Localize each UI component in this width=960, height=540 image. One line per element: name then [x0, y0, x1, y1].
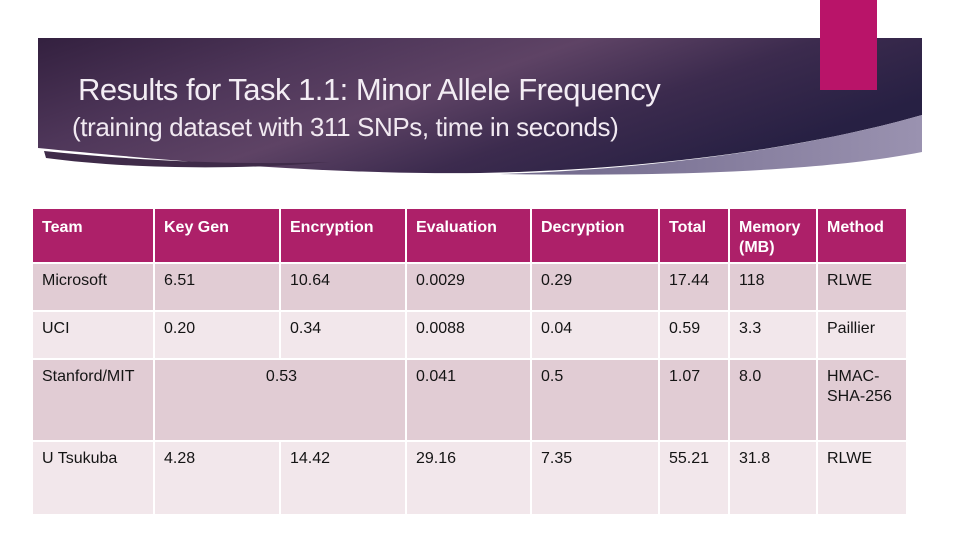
left-wedge-shape	[44, 151, 330, 168]
cell-encryption: 10.64	[281, 264, 405, 310]
cell-team: Stanford/MIT	[33, 360, 153, 440]
slide-title: Results for Task 1.1: Minor Allele Frequ…	[78, 72, 661, 107]
cell-keygen-encryption-merged: 0.53	[155, 360, 405, 440]
cell-keygen: 4.28	[155, 442, 279, 514]
cell-decryption: 0.5	[532, 360, 658, 440]
cell-evaluation: 0.0029	[407, 264, 530, 310]
cell-decryption: 7.35	[532, 442, 658, 514]
column-header-evaluation: Evaluation	[407, 209, 530, 262]
cell-evaluation: 0.041	[407, 360, 530, 440]
cell-memory: 118	[730, 264, 816, 310]
band-shape	[38, 38, 922, 174]
cell-total: 17.44	[660, 264, 728, 310]
cell-memory: 31.8	[730, 442, 816, 514]
accent-bar	[820, 0, 877, 90]
cell-keygen: 0.20	[155, 312, 279, 358]
cell-method: RLWE	[818, 442, 906, 514]
cell-evaluation: 29.16	[407, 442, 530, 514]
table-row-stanford-mit: Stanford/MIT 0.53 0.041 0.5 1.07 8.0 HMA…	[33, 360, 906, 440]
column-header-memory: Memory (MB)	[730, 209, 816, 262]
cell-decryption: 0.04	[532, 312, 658, 358]
cell-evaluation: 0.0088	[407, 312, 530, 358]
table-row-u-tsukuba: U Tsukuba 4.28 14.42 29.16 7.35 55.21 31…	[33, 442, 906, 514]
table-header-row: Team Key Gen Encryption Evaluation Decry…	[33, 209, 906, 262]
column-header-encryption: Encryption	[281, 209, 405, 262]
cell-memory: 8.0	[730, 360, 816, 440]
column-header-method: Method	[818, 209, 906, 262]
table-row-uci: UCI 0.20 0.34 0.0088 0.04 0.59 3.3 Paill…	[33, 312, 906, 358]
slide-subtitle: (training dataset with 311 SNPs, time in…	[72, 112, 619, 142]
cell-method: RLWE	[818, 264, 906, 310]
header-swoosh-graphic	[38, 0, 922, 175]
cell-method: Paillier	[818, 312, 906, 358]
table-row-microsoft: Microsoft 6.51 10.64 0.0029 0.29 17.44 1…	[33, 264, 906, 310]
cell-encryption: 0.34	[281, 312, 405, 358]
results-table: Team Key Gen Encryption Evaluation Decry…	[31, 207, 908, 516]
cell-method: HMAC-SHA-256	[818, 360, 906, 440]
cell-total: 1.07	[660, 360, 728, 440]
cell-decryption: 0.29	[532, 264, 658, 310]
cell-team: U Tsukuba	[33, 442, 153, 514]
light-swoosh-shape	[500, 115, 922, 175]
cell-memory: 3.3	[730, 312, 816, 358]
cell-total: 0.59	[660, 312, 728, 358]
column-header-keygen: Key Gen	[155, 209, 279, 262]
column-header-team: Team	[33, 209, 153, 262]
cell-total: 55.21	[660, 442, 728, 514]
cell-encryption: 14.42	[281, 442, 405, 514]
column-header-total: Total	[660, 209, 728, 262]
cell-team: UCI	[33, 312, 153, 358]
column-header-decryption: Decryption	[532, 209, 658, 262]
cell-team: Microsoft	[33, 264, 153, 310]
cell-keygen: 6.51	[155, 264, 279, 310]
